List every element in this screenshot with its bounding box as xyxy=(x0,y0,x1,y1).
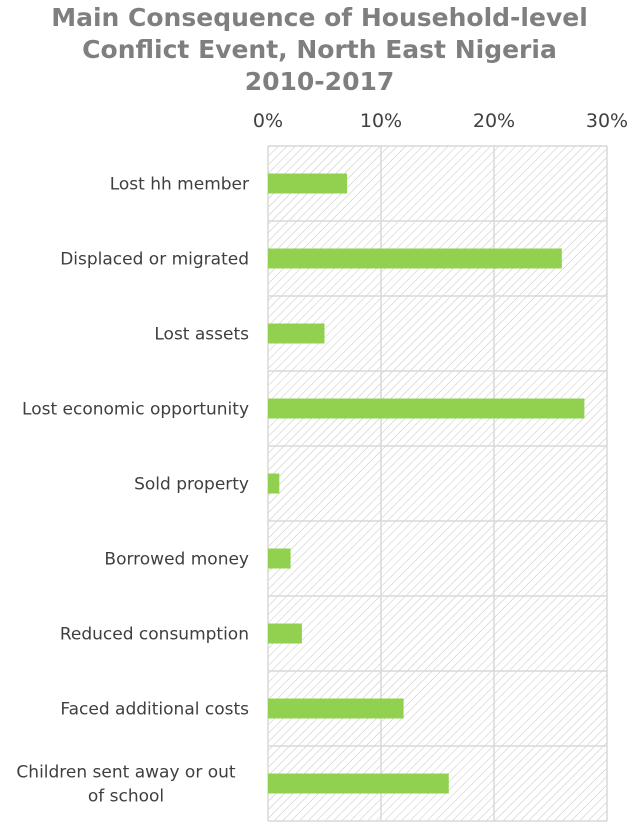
bar xyxy=(268,473,280,494)
bar xyxy=(268,623,302,644)
category-label: Lost assets xyxy=(154,325,249,345)
bar xyxy=(268,323,325,344)
bar xyxy=(268,773,449,794)
x-tick-label: 0% xyxy=(253,110,283,132)
category-label: Lost hh member xyxy=(110,175,249,195)
chart-title-line-3: 2010-2017 xyxy=(244,67,395,96)
x-tick-labels: 0% 10% 20% 30% xyxy=(253,110,628,132)
category-label-line: Children sent away or out xyxy=(16,763,235,783)
category-label: Reduced consumption xyxy=(60,625,249,645)
bars xyxy=(268,173,585,794)
bar xyxy=(268,248,562,269)
category-label: Borrowed money xyxy=(104,550,249,570)
x-tick-label: 30% xyxy=(586,110,628,132)
x-tick-label: 10% xyxy=(360,110,402,132)
chart-title-line-1: Main Consequence of Household-level xyxy=(51,3,588,32)
category-label: Children sent away or out of school xyxy=(16,763,235,807)
chart-title-line-2: Conflict Event, North East Nigeria xyxy=(82,35,557,64)
bar xyxy=(268,173,348,194)
category-label: Faced additional costs xyxy=(60,700,249,720)
bar xyxy=(268,698,404,719)
bar xyxy=(268,548,291,569)
category-label: Sold property xyxy=(134,475,249,495)
x-tick-label: 20% xyxy=(473,110,515,132)
category-label: Lost economic opportunity xyxy=(22,400,249,420)
chart-title: Main Consequence of Household-level Conf… xyxy=(0,2,639,98)
category-label: Displaced or migrated xyxy=(60,250,249,270)
bar xyxy=(268,398,585,419)
category-labels: Lost hh member Displaced or migrated Lost … xyxy=(16,175,249,807)
plot-area xyxy=(268,146,607,821)
category-label-line: of school xyxy=(88,787,164,807)
